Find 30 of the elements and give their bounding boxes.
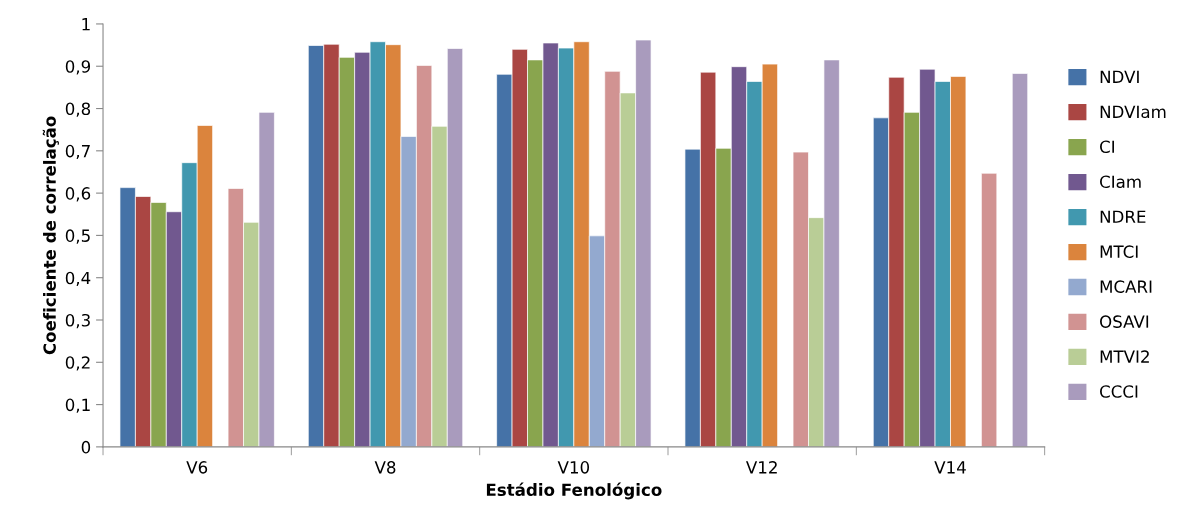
x-axis-title: Estádio Fenológico xyxy=(486,482,662,500)
y-tick-label: 0,5 xyxy=(65,229,90,244)
legend-label: CI xyxy=(1100,140,1114,154)
y-tick-label: 0,2 xyxy=(65,356,90,371)
legend-label: MTCI xyxy=(1100,245,1138,258)
bar xyxy=(1011,73,1029,447)
y-tick-label: 0,9 xyxy=(65,60,91,75)
y-axis-title: Coeficiente de correlação xyxy=(42,116,59,355)
x-tick-label: V6 xyxy=(186,461,208,474)
y-tick-label: 0 xyxy=(81,440,91,454)
y-tick-label: 1 xyxy=(82,18,90,31)
y-tick-label: 0,1 xyxy=(65,398,90,413)
y-tick-label: 0,6 xyxy=(65,187,91,202)
x-tick-label: V10 xyxy=(557,461,590,474)
x-tick-label: V8 xyxy=(374,461,396,474)
bar xyxy=(981,172,998,447)
legend-label: OSAVI xyxy=(1100,315,1149,328)
x-tick-label: V14 xyxy=(934,461,966,474)
legend-label: MCARI xyxy=(1100,280,1152,293)
y-tick-label: 0,8 xyxy=(65,102,91,117)
legend-label: CCCI xyxy=(1100,385,1138,398)
y-tick-label: 0,7 xyxy=(65,144,90,160)
legend-label: NDRE xyxy=(1100,210,1146,223)
y-tick-label: 0,3 xyxy=(65,313,90,329)
legend-label: MTVI2 xyxy=(1100,350,1149,363)
legend-label: CIam xyxy=(1100,175,1141,189)
legend-label: NDVIam xyxy=(1100,105,1166,119)
x-tick-label: V12 xyxy=(745,461,777,474)
legend-label: NDVI xyxy=(1100,70,1139,83)
y-tick-label: 0,4 xyxy=(65,271,91,286)
